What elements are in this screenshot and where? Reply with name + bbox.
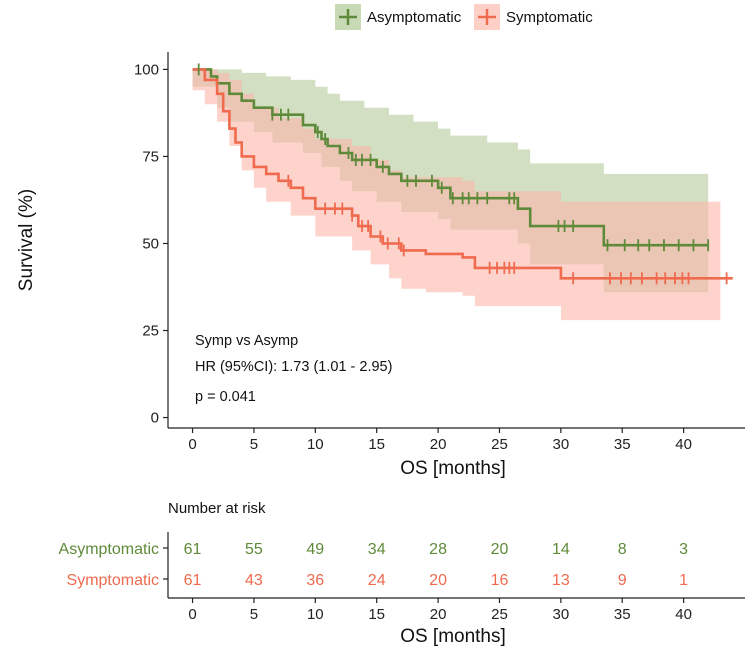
x-tick-label: 0 — [188, 436, 196, 453]
ci-band-symptomatic — [192, 69, 721, 321]
risk-row-label-asymptomatic: Asymptomatic — [59, 541, 159, 558]
survival-line-symptomatic — [192, 68, 733, 280]
x-tick-label: 5 — [250, 436, 258, 453]
x-tick-label: 20 — [430, 436, 447, 453]
risk-x-tick-label: 5 — [250, 606, 258, 623]
risk-x-tick-label: 30 — [553, 606, 570, 623]
y-tick-label: 75 — [142, 148, 159, 165]
confidence-bands — [192, 69, 721, 321]
risk-table: Asymptomatic 61 55 49 34 28 20 14 8 3 Symptomatic 6… — [59, 532, 745, 623]
legend-item-symptomatic: Symptomatic — [474, 4, 593, 30]
risk-x-tick-label: 10 — [307, 606, 324, 623]
risk-count-asymptomatic: 34 — [368, 541, 386, 558]
y-axis-title: Survival (%) — [16, 189, 37, 291]
risk-count-symptomatic: 16 — [491, 572, 509, 589]
risk-x-tick-label: 0 — [188, 606, 196, 623]
risk-count-asymptomatic: 28 — [429, 541, 447, 558]
risk-count-symptomatic: 13 — [552, 572, 570, 589]
risk-table-title: Number at risk — [168, 500, 266, 517]
y-tick-label: 100 — [134, 61, 159, 78]
risk-count-asymptomatic: 14 — [552, 541, 570, 558]
survival-curves — [192, 68, 733, 280]
hr-annotation: Symp vs Asymp HR (95%CI): 1.73 (1.01 - 2… — [195, 333, 392, 405]
y-tick-label: 0 — [151, 410, 159, 427]
risk-x-tick-label: 20 — [430, 606, 447, 623]
risk-count-symptomatic: 43 — [245, 572, 263, 589]
legend-item-asymptomatic: Asymptomatic — [335, 4, 462, 30]
risk-count-asymptomatic: 3 — [679, 541, 688, 558]
risk-count-symptomatic: 20 — [429, 572, 447, 589]
x-tick-label: 25 — [491, 436, 508, 453]
risk-x-tick-label: 15 — [368, 606, 385, 623]
legend-label-asymptomatic: Asymptomatic — [367, 9, 462, 26]
risk-count-symptomatic: 61 — [184, 572, 202, 589]
plot-area — [192, 63, 733, 321]
risk-count-asymptomatic: 8 — [618, 541, 627, 558]
risk-x-tick-label: 25 — [491, 606, 508, 623]
risk-table-x-axis-title: OS [months] — [400, 626, 506, 647]
p-value-label: p = 0.041 — [195, 389, 256, 405]
y-tick-label: 25 — [142, 323, 159, 340]
x-tick-label: 35 — [614, 436, 631, 453]
x-axis-title: OS [months] — [400, 458, 506, 479]
risk-x-tick-label: 40 — [675, 606, 692, 623]
risk-count-asymptomatic: 61 — [184, 541, 202, 558]
legend: Asymptomatic Symptomatic — [335, 4, 593, 30]
main-axes: 0 25 50 75 100 0 5 10 15 20 25 30 35 40 — [134, 52, 745, 453]
risk-count-asymptomatic: 55 — [245, 541, 263, 558]
risk-count-asymptomatic: 49 — [306, 541, 324, 558]
risk-count-symptomatic: 1 — [679, 572, 688, 589]
x-tick-label: 15 — [368, 436, 385, 453]
hazard-ratio-label: HR (95%CI): 1.73 (1.01 - 2.95) — [195, 359, 392, 375]
risk-count-symptomatic: 9 — [618, 572, 627, 589]
x-tick-label: 30 — [553, 436, 570, 453]
comparison-label: Symp vs Asymp — [195, 333, 298, 349]
risk-x-tick-label: 35 — [614, 606, 631, 623]
censor-marks — [197, 63, 728, 285]
y-tick-label: 50 — [142, 235, 159, 252]
legend-label-symptomatic: Symptomatic — [506, 9, 593, 26]
survival-line-asymptomatic — [192, 68, 709, 247]
x-tick-label: 40 — [675, 436, 692, 453]
risk-count-symptomatic: 36 — [306, 572, 324, 589]
x-tick-label: 10 — [307, 436, 324, 453]
risk-count-asymptomatic: 20 — [491, 541, 509, 558]
risk-count-symptomatic: 24 — [368, 572, 386, 589]
risk-row-label-symptomatic: Symptomatic — [67, 572, 159, 589]
